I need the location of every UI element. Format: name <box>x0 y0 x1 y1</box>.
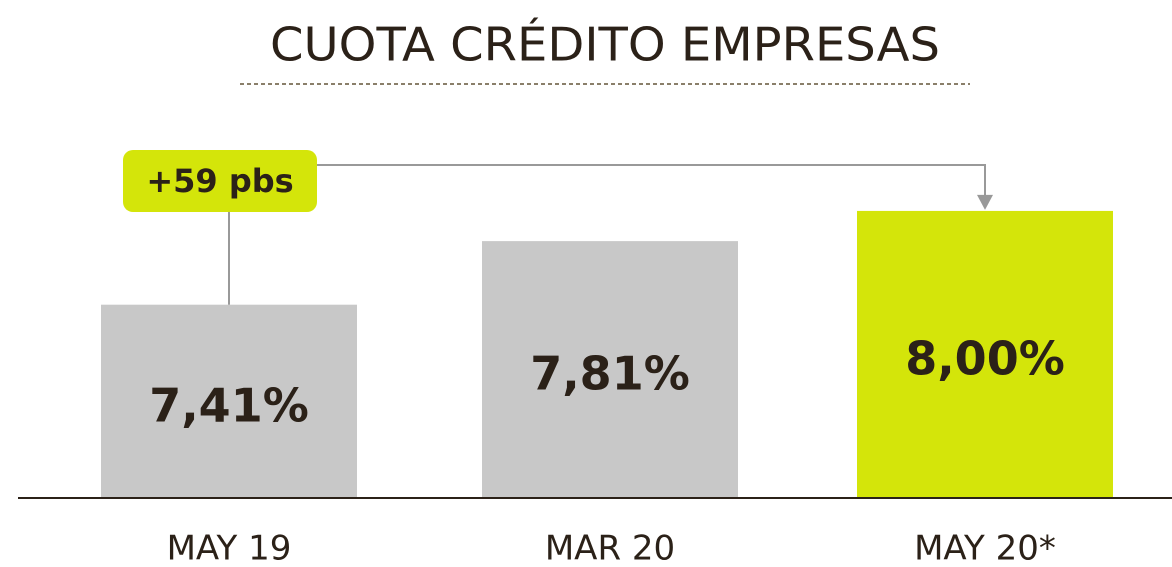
chart-title: CUOTA CRÉDITO EMPRESAS <box>270 18 940 72</box>
x-tick-label: MAY 19 <box>167 529 292 567</box>
x-tick-label: MAY 20* <box>914 529 1056 567</box>
bar <box>857 210 1113 497</box>
annotation-badge <box>123 150 317 212</box>
value-label: 8,00% <box>905 331 1065 385</box>
value-label: 7,41% <box>149 378 309 432</box>
x-tick-label: MAR 20 <box>545 529 675 567</box>
arrowhead <box>977 194 993 210</box>
connector <box>317 164 986 197</box>
bar <box>101 304 357 497</box>
bar <box>482 241 738 497</box>
value-label: 7,81% <box>530 347 690 401</box>
annotation: +59 pbs <box>146 162 293 200</box>
